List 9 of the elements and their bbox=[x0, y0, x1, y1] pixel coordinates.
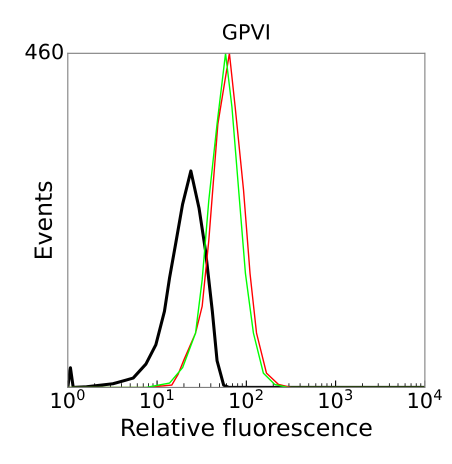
x-tick-label: 10$^{2}$ bbox=[230, 389, 263, 408]
y-axis-title: Events bbox=[34, 182, 52, 258]
x-tick-label: 10$^{3}$ bbox=[320, 389, 352, 408]
x-tick-label: 10$^{4}$ bbox=[408, 389, 442, 408]
chart-title: GPVI bbox=[222, 24, 269, 40]
x-axis-title: Relative fluorescence bbox=[122, 418, 372, 436]
x-tick-label: 10$^{1}$ bbox=[141, 389, 174, 408]
text: 460 bbox=[25, 44, 63, 60]
x-tick-label: 10$^{0}$ bbox=[52, 389, 84, 408]
